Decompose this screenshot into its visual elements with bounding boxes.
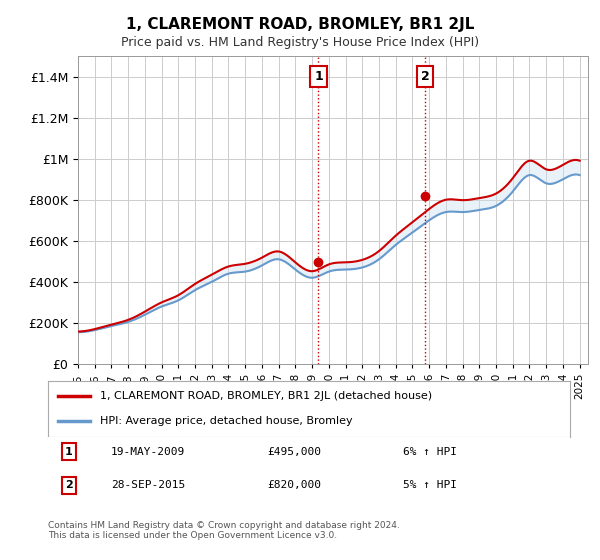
Text: £820,000: £820,000 [267, 480, 321, 490]
Text: 1, CLAREMONT ROAD, BROMLEY, BR1 2JL: 1, CLAREMONT ROAD, BROMLEY, BR1 2JL [126, 17, 474, 32]
Text: HPI: Average price, detached house, Bromley: HPI: Average price, detached house, Brom… [100, 416, 353, 426]
Text: 1: 1 [314, 70, 323, 83]
Text: 2: 2 [421, 70, 430, 83]
Text: 6% ↑ HPI: 6% ↑ HPI [403, 446, 457, 456]
Text: 19-MAY-2009: 19-MAY-2009 [110, 446, 185, 456]
Text: 1: 1 [65, 446, 73, 456]
Text: 2: 2 [65, 480, 73, 490]
Text: Price paid vs. HM Land Registry's House Price Index (HPI): Price paid vs. HM Land Registry's House … [121, 36, 479, 49]
Text: Contains HM Land Registry data © Crown copyright and database right 2024.
This d: Contains HM Land Registry data © Crown c… [48, 521, 400, 540]
Text: 1, CLAREMONT ROAD, BROMLEY, BR1 2JL (detached house): 1, CLAREMONT ROAD, BROMLEY, BR1 2JL (det… [100, 391, 433, 402]
Text: 5% ↑ HPI: 5% ↑ HPI [403, 480, 457, 490]
Text: £495,000: £495,000 [267, 446, 321, 456]
Text: 28-SEP-2015: 28-SEP-2015 [110, 480, 185, 490]
